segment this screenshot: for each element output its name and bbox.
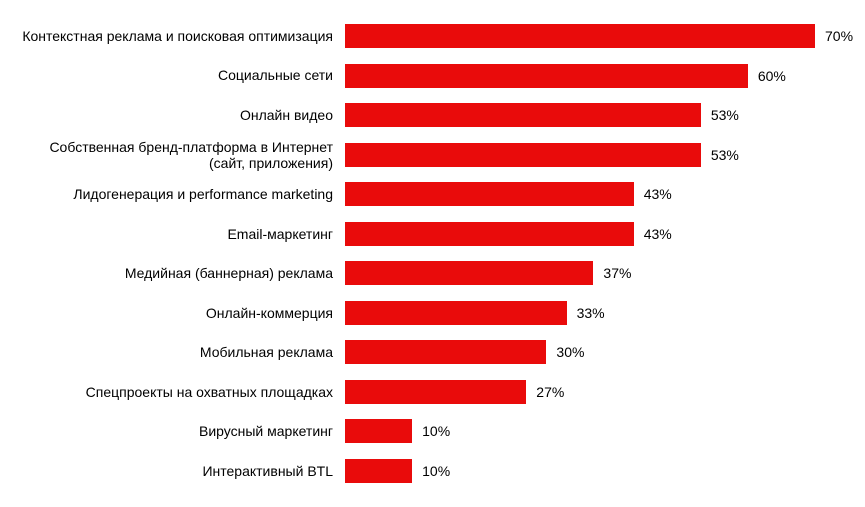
bar-label: Медийная (баннерная) реклама bbox=[20, 265, 345, 281]
bar bbox=[345, 340, 546, 364]
bar-value: 37% bbox=[603, 265, 631, 281]
bar-row: Спецпроекты на охватных площадках 27% bbox=[20, 376, 835, 408]
bar-value: 27% bbox=[536, 384, 564, 400]
bar bbox=[345, 261, 593, 285]
bar-value: 30% bbox=[556, 344, 584, 360]
bar-value: 43% bbox=[644, 186, 672, 202]
bar-value: 10% bbox=[422, 423, 450, 439]
bar-area: 43% bbox=[345, 222, 835, 246]
bar-label: Контекстная реклама и поисковая оптимиза… bbox=[20, 28, 345, 44]
bar-label: Спецпроекты на охватных площадках bbox=[20, 384, 345, 400]
bar-label: Онлайн видео bbox=[20, 107, 345, 123]
bar-row: Медийная (баннерная) реклама 37% bbox=[20, 257, 835, 289]
bar bbox=[345, 419, 412, 443]
bar-label: Мобильная реклама bbox=[20, 344, 345, 360]
bar bbox=[345, 64, 748, 88]
bar bbox=[345, 24, 815, 48]
bar-label: Социальные сети bbox=[20, 67, 345, 83]
bar-area: 43% bbox=[345, 182, 835, 206]
bar-value: 33% bbox=[577, 305, 605, 321]
bar-area: 53% bbox=[345, 143, 835, 167]
bar-label: Email-маркетинг bbox=[20, 226, 345, 242]
bar bbox=[345, 222, 634, 246]
bar-area: 53% bbox=[345, 103, 835, 127]
bar-area: 33% bbox=[345, 301, 835, 325]
bar-label: Интерактивный BTL bbox=[20, 463, 345, 479]
bar-area: 10% bbox=[345, 459, 835, 483]
bar-row: Интерактивный BTL 10% bbox=[20, 455, 835, 487]
bar-value: 43% bbox=[644, 226, 672, 242]
bar bbox=[345, 182, 634, 206]
bar-row: Онлайн-коммерция 33% bbox=[20, 297, 835, 329]
bar-area: 60% bbox=[345, 64, 835, 88]
bar bbox=[345, 380, 526, 404]
bar-value: 70% bbox=[825, 28, 853, 44]
bar-row: Лидогенерация и performance marketing 43% bbox=[20, 178, 835, 210]
bar-value: 10% bbox=[422, 463, 450, 479]
bar-row: Вирусный маркетинг 10% bbox=[20, 415, 835, 447]
bar bbox=[345, 459, 412, 483]
bar-row: Контекстная реклама и поисковая оптимиза… bbox=[20, 20, 835, 52]
bar-value: 53% bbox=[711, 147, 739, 163]
bar-row: Социальные сети 60% bbox=[20, 60, 835, 92]
bar-label: Собственная бренд-платформа в Интернет (… bbox=[20, 139, 345, 171]
bar-area: 10% bbox=[345, 419, 835, 443]
bar-value: 53% bbox=[711, 107, 739, 123]
bar-label: Лидогенерация и performance marketing bbox=[20, 186, 345, 202]
bar-row: Мобильная реклама 30% bbox=[20, 336, 835, 368]
bar-row: Email-маркетинг 43% bbox=[20, 218, 835, 250]
bar-area: 37% bbox=[345, 261, 835, 285]
horizontal-bar-chart: Контекстная реклама и поисковая оптимиза… bbox=[20, 20, 835, 487]
bar-label: Вирусный маркетинг bbox=[20, 423, 345, 439]
bar-row: Собственная бренд-платформа в Интернет (… bbox=[20, 139, 835, 171]
bar bbox=[345, 301, 567, 325]
bar bbox=[345, 143, 701, 167]
bar-value: 60% bbox=[758, 68, 786, 84]
bar-area: 30% bbox=[345, 340, 835, 364]
bar-row: Онлайн видео 53% bbox=[20, 99, 835, 131]
bar-area: 70% bbox=[345, 24, 853, 48]
bar bbox=[345, 103, 701, 127]
bar-area: 27% bbox=[345, 380, 835, 404]
bar-label: Онлайн-коммерция bbox=[20, 305, 345, 321]
